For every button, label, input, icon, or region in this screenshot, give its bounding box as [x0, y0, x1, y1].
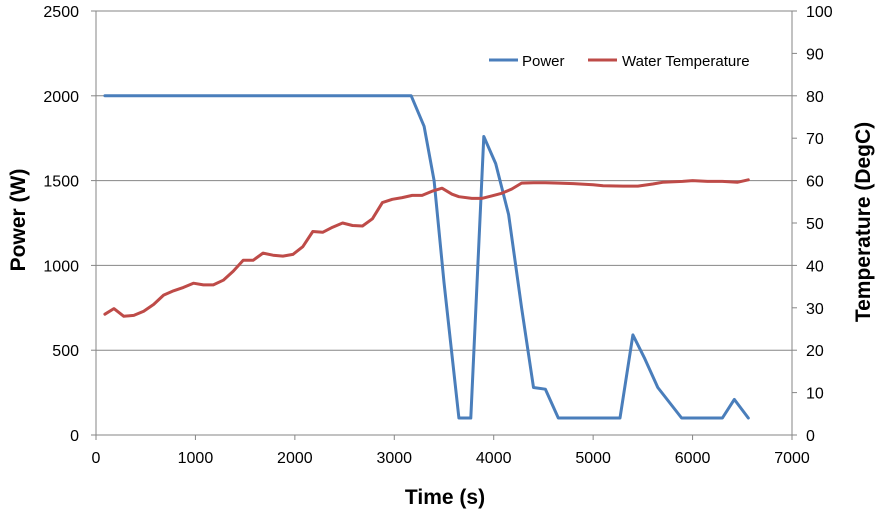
power-series-line: [103, 94, 750, 420]
x-tick-label: 6000: [675, 450, 711, 467]
x-tick-labels: 0 1000 2000 3000 4000 5000 6000 7000: [92, 450, 810, 467]
y-tick-label: 1000: [43, 258, 79, 275]
x-tick-label: 2000: [277, 450, 313, 467]
water-temperature-series-line: [103, 178, 750, 318]
y2-tick-label: 100: [806, 4, 833, 21]
y2-axis-title: Temperature (DegC): [852, 122, 875, 322]
y-right-tick-labels: 0 10 20 30 40 50 60 70 80 90 100: [806, 4, 833, 445]
x-tick-label: 3000: [376, 450, 412, 467]
y-axis-title: Power (W): [7, 169, 30, 272]
y-tick-label: 0: [70, 428, 79, 445]
legend-label: Power: [522, 53, 565, 70]
y2-tick-label: 30: [806, 301, 824, 318]
y2-tick-label: 90: [806, 46, 824, 63]
x-axis-title: Time (s): [405, 486, 485, 509]
x-tick-label: 5000: [575, 450, 611, 467]
y2-tick-label: 70: [806, 131, 824, 148]
y-tick-label: 2500: [43, 4, 79, 21]
axes: [91, 10, 797, 440]
legend-label: Water Temperature: [622, 53, 750, 70]
y2-tick-label: 80: [806, 89, 824, 106]
x-tick-label: 1000: [178, 450, 214, 467]
y-tick-label: 2000: [43, 89, 79, 106]
x-tick-label: 0: [92, 450, 101, 467]
y2-tick-label: 60: [806, 174, 824, 191]
legend: Power Water Temperature: [489, 53, 750, 70]
y2-tick-label: 40: [806, 258, 824, 275]
series-lines: [103, 94, 750, 420]
y-tick-label: 1500: [43, 174, 79, 191]
y2-tick-label: 10: [806, 386, 824, 403]
y-left-tick-labels: 0 500 1000 1500 2000 2500: [43, 4, 79, 445]
y-tick-label: 500: [52, 343, 79, 360]
y2-tick-label: 20: [806, 343, 824, 360]
x-tick-label: 7000: [774, 450, 810, 467]
x-tick-label: 4000: [476, 450, 512, 467]
y2-tick-label: 50: [806, 216, 824, 233]
y2-tick-label: 0: [806, 428, 815, 445]
